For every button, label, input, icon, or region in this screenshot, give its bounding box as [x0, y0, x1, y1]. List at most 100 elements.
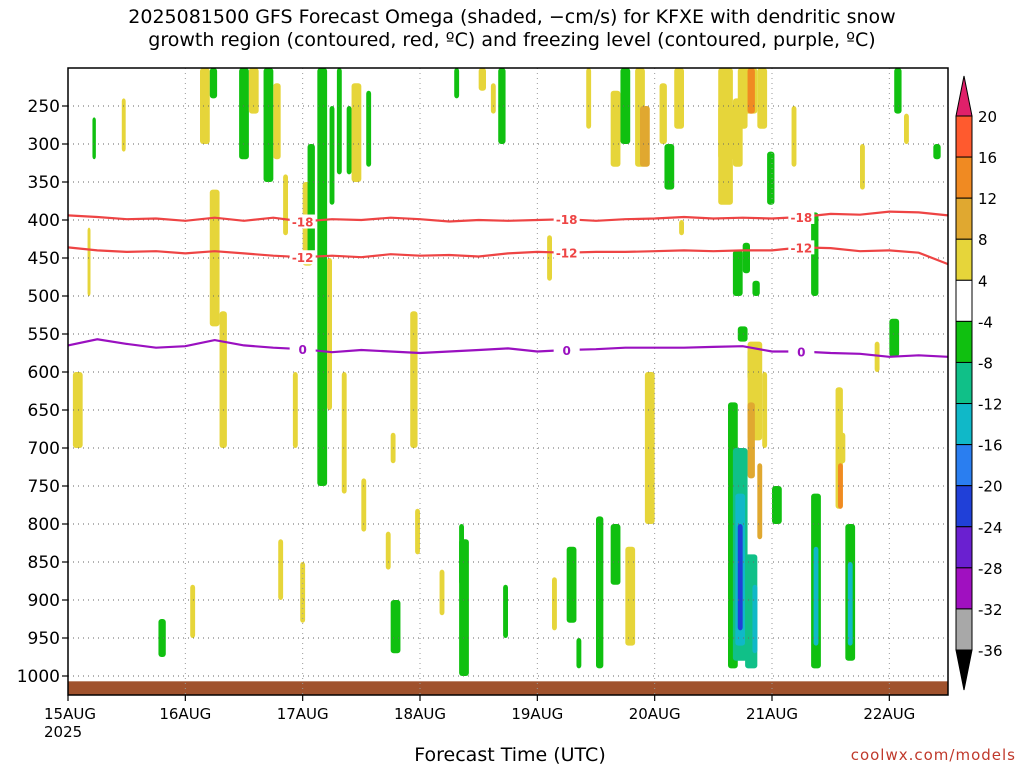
y-tick-label: 300	[28, 135, 60, 155]
colorbar-bin	[955, 115, 973, 158]
contour-label-bg	[788, 240, 815, 255]
x-tick-label: 18AUG	[394, 705, 446, 723]
colorbar-tick-label: -8	[978, 354, 993, 372]
contour-label: -12	[556, 247, 578, 261]
omega-cell	[674, 68, 684, 129]
omega-cell	[610, 524, 621, 585]
contour-lines: -18 -18 -18 -12 -12 -12 0 0 0	[67, 209, 949, 359]
colorbar-top-arrow	[955, 75, 973, 117]
x-tick-label: 17AUG	[277, 705, 329, 723]
omega-cell	[498, 68, 506, 144]
x-axis-label: Forecast Time (UTC)	[414, 744, 606, 766]
omega-cell	[737, 524, 743, 631]
omega-cell	[586, 68, 592, 129]
colorbar-bin	[955, 156, 973, 199]
omega-cell	[87, 227, 91, 296]
contour-label: -12	[292, 251, 314, 265]
y-tick-label: 500	[28, 287, 60, 307]
omega-cell	[366, 90, 372, 167]
colorbar-bin	[955, 197, 973, 240]
x-tick-label: 15AUG	[44, 705, 96, 723]
colorbar-bin	[955, 279, 973, 322]
colorbar-tick-label: 16	[978, 149, 997, 167]
omega-cell	[757, 68, 768, 129]
colorbar-bin	[955, 485, 973, 528]
colorbar-tick-label: 4	[978, 272, 988, 290]
contour-label-bg	[553, 245, 580, 260]
omega-cell	[576, 638, 582, 669]
omega-cell	[239, 68, 249, 160]
colorbar-bottom-arrow	[955, 649, 973, 691]
omega-cell	[190, 584, 196, 638]
omega-cell	[273, 83, 281, 160]
colorbar-tick-label: 20	[978, 108, 997, 126]
ground-layer	[68, 681, 948, 695]
y-tick-label: 600	[28, 363, 60, 383]
omega-cell	[644, 372, 655, 524]
x-tick-label: 22AUG	[863, 705, 915, 723]
x-tick-label: 2025	[44, 723, 82, 741]
colorbar-tick-label: -24	[978, 519, 1003, 537]
omega-cell	[292, 372, 298, 448]
omega-cell	[263, 68, 274, 182]
contour-label-bg	[289, 214, 316, 229]
y-tick-label: 700	[28, 439, 60, 459]
colorbar-tick-label: -36	[978, 642, 1003, 660]
colorbar-tick-label: -20	[978, 478, 1003, 496]
omega-cell	[327, 258, 332, 410]
contour-line	[67, 338, 949, 358]
omega-cell	[552, 577, 557, 631]
omega-cell	[503, 584, 508, 638]
x-tick-label: 16AUG	[159, 705, 211, 723]
omega-cell	[847, 562, 853, 646]
omega-cell	[813, 546, 819, 646]
omega-cell	[732, 250, 743, 296]
y-tick-label: 250	[28, 97, 60, 117]
omega-cell	[904, 113, 909, 144]
y-tick-label: 1000	[17, 667, 60, 687]
omega-cell	[762, 372, 768, 448]
contour-label: -18	[790, 211, 812, 225]
x-tick-label: 20AUG	[629, 705, 681, 723]
x-tick-label: 21AUG	[746, 705, 798, 723]
colorbar-tick-label: 12	[978, 190, 997, 208]
omega-cell	[307, 144, 315, 258]
colorbar-tick-label: -12	[978, 396, 1003, 414]
omega-cell	[351, 83, 362, 182]
omega-cell	[415, 508, 420, 555]
omega-cell	[840, 432, 846, 464]
omega-cell	[767, 151, 775, 205]
contour-label-bg	[289, 250, 316, 265]
colorbar-bin	[955, 444, 973, 487]
omega-cell	[566, 546, 577, 623]
colorbar: 20 16 12 8 4 -4 -8 -12 -16 -20 -24 -28 -32 -36	[955, 75, 1003, 691]
omega-cell	[772, 486, 782, 524]
omega-cell	[346, 106, 352, 175]
chart-title: 2025081500 GFS Forecast Omega (shaded, −…	[128, 6, 896, 51]
y-tick-label: 400	[28, 211, 60, 231]
omega-cell	[874, 341, 880, 372]
plot-frame	[67, 67, 949, 696]
omega-cell	[664, 144, 675, 190]
omega-cell	[317, 68, 328, 486]
omega-cell	[889, 318, 900, 357]
y-tick-label: 750	[28, 477, 60, 497]
omega-cell	[209, 189, 220, 327]
colorbar-tick-label: -32	[978, 601, 1003, 619]
omega-cell	[596, 516, 604, 669]
omega-cell	[361, 478, 367, 532]
contour-label-bg	[788, 209, 815, 224]
omega-cell	[625, 546, 636, 646]
contour-label: -18	[292, 216, 314, 230]
colorbar-tick-label: -28	[978, 560, 1003, 578]
y-tick-label: 650	[28, 401, 60, 421]
omega-cell	[158, 619, 166, 657]
omega-cell	[640, 106, 650, 167]
y-axis: 250 300 350 400 450 500 550 600 650 700 750 800 850 9…	[17, 97, 68, 687]
omega-cell	[737, 326, 748, 342]
omega-cell	[679, 220, 684, 236]
contour-label-bg	[553, 212, 580, 227]
plot-border	[67, 67, 949, 696]
omega-cell	[747, 68, 755, 114]
